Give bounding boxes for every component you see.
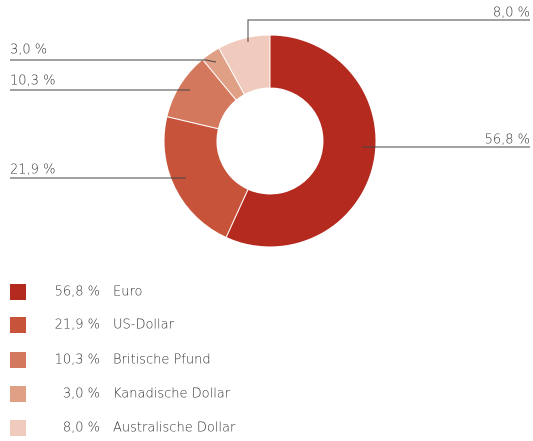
legend-swatch: [10, 284, 26, 300]
legend-label: Euro: [113, 285, 142, 300]
data-label: 8,0 %: [493, 6, 530, 21]
leader-line: [10, 59, 217, 63]
legend-value: 10,3 %: [55, 353, 100, 368]
legend-swatch: [10, 317, 26, 333]
data-label: 3,0 %: [10, 43, 47, 58]
legend-value: 56,8 %: [55, 285, 100, 300]
legend-label: Australische Dollar: [113, 421, 236, 436]
donut-slice: [225, 34, 377, 248]
legend-value: 8,0 %: [63, 421, 100, 436]
legend-label: Kanadische Dollar: [113, 387, 231, 402]
legend-label: Britische Pfund: [113, 353, 211, 368]
data-label: 56,8 %: [485, 133, 530, 148]
donut-slice: [218, 34, 271, 96]
leader-line: [247, 19, 530, 42]
legend-label: US-Dollar: [113, 318, 175, 333]
legend-swatch: [10, 386, 26, 402]
legend-swatch: [10, 420, 26, 436]
legend-value: 3,0 %: [63, 387, 100, 402]
data-label: 21,9 %: [10, 163, 55, 178]
legend-swatch: [10, 352, 26, 368]
donut-slice: [163, 115, 249, 239]
legend-value: 21,9 %: [55, 318, 100, 333]
data-label: 10,3 %: [10, 74, 55, 89]
